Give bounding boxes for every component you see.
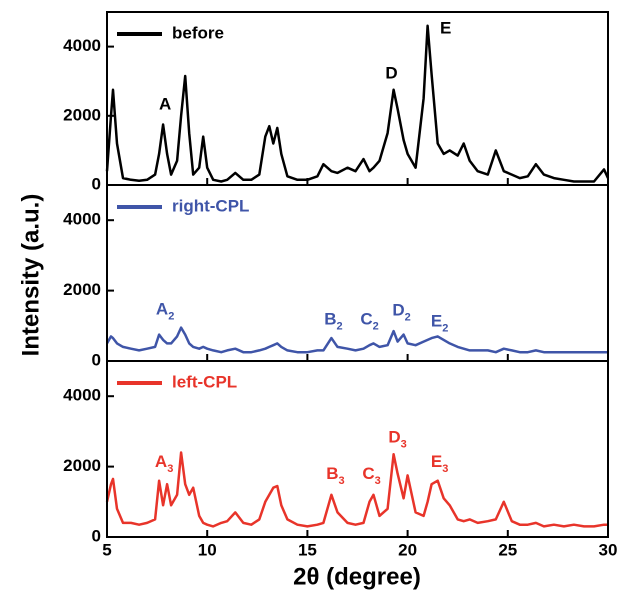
y-axis-label: Intensity (a.u.): [17, 194, 44, 357]
x-tick-label: 10: [198, 540, 217, 559]
peak-letter: C: [362, 465, 374, 484]
peak-letter: E: [431, 312, 442, 331]
x-axis-label: 2θ (degree): [293, 563, 421, 590]
y-tick-label: 2000: [63, 280, 101, 299]
peak-subscript: 3: [375, 475, 381, 487]
peak-subscript: 2: [168, 310, 174, 322]
peak-letter: B: [326, 465, 338, 484]
peak-label: A: [159, 95, 171, 114]
peak-letter: C: [360, 310, 372, 329]
y-tick-label: 4000: [63, 36, 101, 55]
peak-subscript: 3: [167, 463, 173, 475]
peak-label: C3: [362, 465, 380, 487]
y-tick-label: 0: [92, 526, 101, 545]
peak-label: B3: [326, 465, 344, 487]
x-tick-label: 25: [498, 540, 517, 559]
peak-letter: D: [388, 428, 400, 447]
peak-subscript: 2: [442, 322, 448, 334]
peak-subscript: 3: [401, 438, 407, 450]
plot-frame: [106, 360, 609, 538]
legend-label: left-CPL: [172, 372, 237, 391]
peak-subscript: 3: [442, 463, 448, 475]
peak-label: D3: [388, 428, 406, 450]
data-line: [105, 24, 610, 183]
legend-label: before: [172, 23, 224, 42]
y-tick-label: 4000: [63, 210, 101, 229]
y-tick-label: 0: [92, 350, 101, 369]
peak-letter: A: [156, 300, 168, 319]
x-tick-label: 30: [599, 540, 618, 559]
peak-letter: D: [385, 64, 397, 83]
x-tick-label: 20: [398, 540, 417, 559]
peak-label: E: [440, 19, 451, 38]
peak-subscript: 2: [405, 312, 411, 324]
peak-label: A3: [155, 453, 173, 475]
data-line: [105, 451, 608, 528]
peak-label: C2: [360, 310, 378, 332]
peak-label: A2: [156, 300, 174, 322]
peak-label: D2: [392, 301, 410, 323]
peak-label: B2: [324, 310, 342, 332]
data-line: [105, 326, 608, 354]
y-tick-label: 2000: [63, 105, 101, 124]
peak-letter: A: [155, 453, 167, 472]
legend-label: right-CPL: [172, 196, 249, 215]
y-tick-label: 2000: [63, 456, 101, 475]
peak-letter: A: [159, 95, 171, 114]
peak-label: D: [385, 64, 397, 83]
y-tick-label: 4000: [63, 386, 101, 405]
peak-subscript: 2: [373, 320, 379, 332]
y-tick-label: 0: [92, 174, 101, 193]
peak-letter: E: [431, 453, 442, 472]
peak-letter: D: [392, 301, 404, 320]
peak-letter: E: [440, 19, 451, 38]
peak-label: E3: [431, 453, 448, 475]
x-tick-label: 5: [102, 540, 111, 559]
peak-label: E2: [431, 312, 448, 334]
x-tick-label: 15: [298, 540, 317, 559]
peak-letter: B: [324, 310, 336, 329]
peak-subscript: 2: [337, 320, 343, 332]
peak-subscript: 3: [339, 475, 345, 487]
